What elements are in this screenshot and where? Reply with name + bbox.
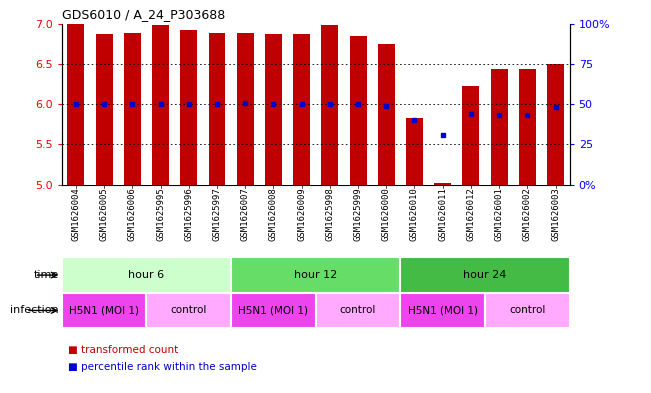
Bar bbox=[316, 293, 400, 328]
Text: GSM1625998: GSM1625998 bbox=[326, 187, 335, 241]
Text: GSM1625997: GSM1625997 bbox=[212, 187, 221, 241]
Text: control: control bbox=[171, 305, 207, 316]
Text: infection: infection bbox=[10, 305, 59, 316]
Bar bbox=[231, 293, 316, 328]
Bar bbox=[68, 24, 85, 185]
Bar bbox=[462, 86, 479, 185]
Bar bbox=[350, 36, 367, 185]
Bar bbox=[146, 293, 231, 328]
Text: GSM1626005: GSM1626005 bbox=[100, 187, 109, 241]
Bar bbox=[519, 69, 536, 185]
Text: GSM1626001: GSM1626001 bbox=[495, 187, 504, 241]
Text: GSM1626008: GSM1626008 bbox=[269, 187, 278, 241]
Bar bbox=[96, 34, 113, 185]
Bar bbox=[237, 33, 254, 185]
Text: GSM1626011: GSM1626011 bbox=[438, 187, 447, 241]
Text: GSM1625999: GSM1625999 bbox=[353, 187, 363, 241]
Text: GSM1626004: GSM1626004 bbox=[72, 187, 81, 241]
Text: ■ percentile rank within the sample: ■ percentile rank within the sample bbox=[68, 362, 257, 373]
Bar bbox=[180, 30, 197, 185]
Text: ■ transformed count: ■ transformed count bbox=[68, 345, 178, 355]
Text: GSM1626007: GSM1626007 bbox=[241, 187, 250, 241]
Bar bbox=[547, 64, 564, 185]
Text: H5N1 (MOI 1): H5N1 (MOI 1) bbox=[408, 305, 478, 316]
Text: GSM1626009: GSM1626009 bbox=[297, 187, 306, 241]
Text: GDS6010 / A_24_P303688: GDS6010 / A_24_P303688 bbox=[62, 8, 225, 21]
Text: GSM1626002: GSM1626002 bbox=[523, 187, 532, 241]
Bar bbox=[400, 293, 485, 328]
Bar bbox=[293, 34, 310, 185]
Text: GSM1626012: GSM1626012 bbox=[466, 187, 475, 241]
Bar bbox=[400, 257, 570, 293]
Text: hour 6: hour 6 bbox=[128, 270, 165, 280]
Bar bbox=[265, 34, 282, 185]
Text: hour 12: hour 12 bbox=[294, 270, 337, 280]
Bar bbox=[208, 33, 225, 185]
Text: GSM1625995: GSM1625995 bbox=[156, 187, 165, 241]
Text: H5N1 (MOI 1): H5N1 (MOI 1) bbox=[238, 305, 309, 316]
Bar bbox=[152, 25, 169, 185]
Bar bbox=[322, 25, 339, 185]
Text: H5N1 (MOI 1): H5N1 (MOI 1) bbox=[69, 305, 139, 316]
Text: control: control bbox=[509, 305, 546, 316]
Text: GSM1626006: GSM1626006 bbox=[128, 187, 137, 241]
Bar bbox=[491, 69, 508, 185]
Text: GSM1626010: GSM1626010 bbox=[410, 187, 419, 241]
Bar bbox=[434, 183, 451, 185]
Bar bbox=[231, 257, 400, 293]
Bar bbox=[124, 33, 141, 185]
Bar bbox=[485, 293, 570, 328]
Text: GSM1626000: GSM1626000 bbox=[381, 187, 391, 241]
Text: GSM1626003: GSM1626003 bbox=[551, 187, 560, 241]
Bar bbox=[62, 293, 146, 328]
Bar bbox=[62, 257, 231, 293]
Bar bbox=[406, 118, 423, 185]
Bar bbox=[378, 44, 395, 185]
Text: time: time bbox=[33, 270, 59, 280]
Text: GSM1625996: GSM1625996 bbox=[184, 187, 193, 241]
Text: hour 24: hour 24 bbox=[464, 270, 506, 280]
Text: control: control bbox=[340, 305, 376, 316]
